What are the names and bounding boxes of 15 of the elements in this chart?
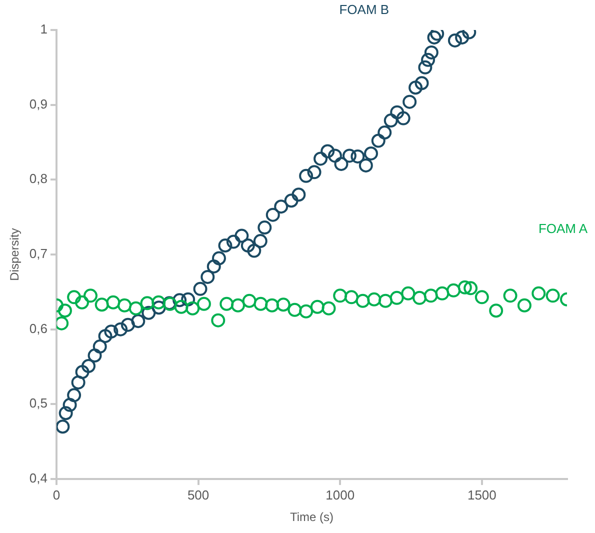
y-tick-label: 0,7 (29, 246, 48, 262)
y-tick-label: 1 (40, 22, 48, 37)
y-tick-label: 0,8 (29, 171, 48, 186)
y-tick-label: 0,5 (29, 396, 48, 411)
x-tick-label: 500 (187, 487, 210, 502)
x-axis-title: Time (s) (290, 510, 334, 524)
x-tick-label: 1000 (326, 487, 355, 502)
y-axis-title: Dispersity (8, 228, 22, 281)
text: FOAM B (339, 2, 390, 17)
y-tick-label: 0,9 (29, 96, 48, 112)
x-tick-label: 1500 (467, 487, 496, 502)
x-tick-label: 0 (52, 487, 60, 502)
y-tick-label: 0,6 (29, 320, 48, 336)
y-tick-label: 0,4 (29, 470, 48, 486)
text: FOAM A (538, 220, 588, 236)
